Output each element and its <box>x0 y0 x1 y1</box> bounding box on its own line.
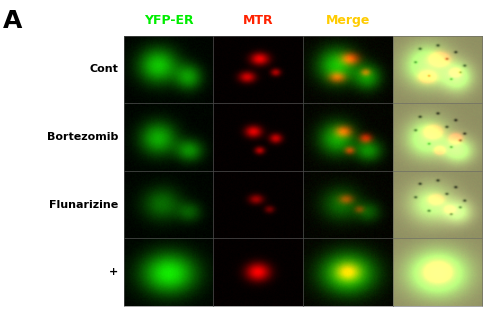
Text: Merge: Merge <box>326 14 370 27</box>
Text: YFP-ER: YFP-ER <box>144 14 193 27</box>
Text: Bortezomib: Bortezomib <box>47 132 118 142</box>
Text: A: A <box>2 9 22 33</box>
Text: MTR: MTR <box>243 14 274 27</box>
Text: Flunarizine: Flunarizine <box>49 200 118 210</box>
Text: +: + <box>109 267 118 277</box>
Text: Cont: Cont <box>89 64 118 74</box>
Text: Merge: Merge <box>415 14 460 27</box>
